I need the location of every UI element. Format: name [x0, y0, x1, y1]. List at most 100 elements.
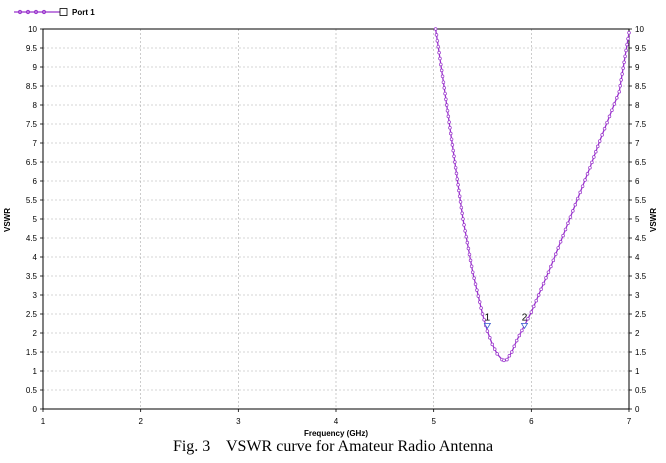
- y-tick-label: 4.5: [26, 234, 38, 243]
- y-tick-label: 9.5: [26, 44, 38, 53]
- series-point: [597, 139, 602, 143]
- series-point: [466, 246, 471, 251]
- series-point: [448, 126, 452, 130]
- series-point: [461, 217, 465, 221]
- series-point: [619, 78, 623, 82]
- y-tick-label: 7.5: [635, 120, 647, 129]
- series-point: [573, 203, 578, 207]
- series-point: [514, 338, 519, 343]
- y-tick-label: 0: [635, 405, 640, 414]
- y-axis-ticks-left: 0 0.5 1 1.5 2 2.5 3 3.5 4 4.5 5 5.5 6 6.5 7 7.5 8 8.5 9 9.5…: [26, 25, 43, 414]
- series-point: [622, 60, 626, 64]
- marker-triangle: [483, 323, 492, 330]
- series-point: [463, 229, 467, 233]
- series-point: [505, 357, 509, 362]
- x-tick-label: 2: [138, 417, 143, 426]
- series-point: [459, 205, 464, 210]
- series-point: [480, 312, 485, 316]
- legend-label: Port 1: [72, 8, 95, 17]
- y-tick-label: 8: [33, 101, 38, 110]
- legend-point: [25, 9, 31, 15]
- series-point: [546, 270, 551, 274]
- y-tick-label: 6.5: [26, 158, 38, 167]
- series-point: [455, 177, 460, 181]
- legend-point: [33, 9, 39, 15]
- y-axis-ticks-right: 0 0.5 1 1.5 2 2.5 3 3.5 4 4.5 5 5.5 6 6.5 7 7.5 8 8.5 9 9.5…: [629, 25, 647, 414]
- caption-text: VSWR curve for Amateur Radio Antenna: [226, 438, 494, 455]
- series-point: [444, 103, 449, 107]
- y-tick-label: 7: [635, 139, 640, 148]
- y-tick-label: 9: [33, 63, 38, 72]
- series-point: [452, 154, 456, 159]
- series-point: [517, 333, 522, 338]
- y-tick-label: 4: [635, 253, 640, 262]
- series-point: [520, 328, 524, 333]
- series-point: [442, 86, 446, 90]
- y-tick-label: 10: [28, 25, 37, 34]
- series-point: [451, 148, 455, 153]
- series-point: [479, 306, 483, 310]
- legend-swatch: [59, 8, 68, 16]
- series-point: [551, 258, 556, 263]
- series-point: [592, 155, 596, 159]
- series-point: [585, 172, 590, 176]
- series-point: [449, 137, 454, 141]
- series-point: [568, 215, 573, 219]
- y-tick-label: 0.5: [635, 386, 647, 395]
- series-point: [617, 89, 621, 94]
- series-point: [467, 252, 472, 257]
- series-point: [534, 298, 538, 303]
- series-point: [470, 270, 475, 274]
- y-tick-label: 5: [635, 215, 640, 224]
- series-point: [612, 102, 617, 106]
- series-point: [620, 72, 624, 76]
- y-tick-label: 4: [33, 253, 38, 262]
- series-point: [472, 276, 476, 280]
- series-point: [456, 183, 460, 187]
- y-tick-label: 4.5: [635, 234, 647, 243]
- series-point: [607, 114, 612, 119]
- series-point: [475, 288, 479, 292]
- y-tick-label: 6.5: [635, 158, 647, 167]
- series-point: [563, 227, 568, 232]
- y-tick-label: 5.5: [26, 196, 38, 205]
- series-point: [495, 352, 499, 356]
- series-point: [447, 120, 451, 124]
- series-point: [440, 74, 445, 79]
- y-tick-label: 9.5: [635, 44, 647, 53]
- series-point: [477, 300, 482, 304]
- series-point: [449, 131, 453, 136]
- series-point: [536, 293, 541, 297]
- series-point: [439, 68, 444, 73]
- y-tick-label: 3: [635, 291, 640, 300]
- series-point: [507, 354, 512, 358]
- series-point: [580, 184, 585, 188]
- series-point: [544, 276, 548, 280]
- series-point: [444, 97, 448, 102]
- series-point: [473, 282, 478, 286]
- series-point: [510, 350, 514, 354]
- legend: Port 1: [14, 8, 95, 17]
- series-point: [457, 194, 462, 198]
- grid: [43, 29, 629, 409]
- series-point: [458, 200, 463, 204]
- y-tick-label: 8.5: [26, 82, 38, 91]
- y-tick-label: 7.5: [26, 120, 38, 129]
- y-tick-label: 3: [33, 291, 38, 300]
- series-point: [575, 196, 580, 201]
- series-point: [625, 42, 629, 47]
- series-point: [460, 211, 464, 216]
- series-point: [556, 246, 560, 250]
- x-tick-label: 6: [529, 417, 534, 426]
- series-point: [464, 234, 468, 239]
- series-point: [465, 240, 470, 245]
- series-point: [469, 264, 474, 269]
- x-axis-ticks: 1 2 3 4 5 6 7: [41, 409, 632, 426]
- series-point: [624, 48, 628, 53]
- series-point: [457, 188, 461, 193]
- series-point: [502, 358, 506, 363]
- series-point: [623, 54, 627, 59]
- y-tick-label: 1: [33, 367, 38, 376]
- series-point: [482, 317, 486, 322]
